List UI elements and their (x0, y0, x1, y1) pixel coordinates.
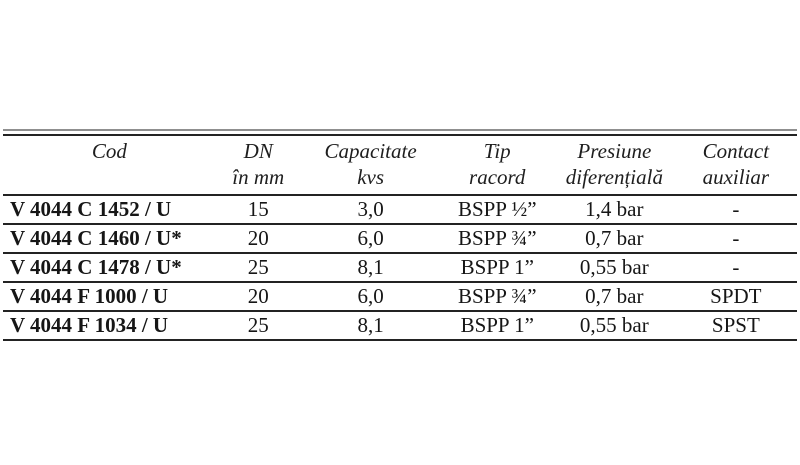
cell-tip-racord: BSPP ¾” (440, 282, 554, 312)
cell-capacitate: 8,1 (300, 253, 441, 283)
cell-capacitate: 8,1 (300, 311, 441, 341)
table-row: V 4044 F 1000 / U 20 6,0 BSPP ¾” 0,7 bar… (3, 282, 797, 312)
header-sublabel: kvs (357, 165, 385, 189)
header-sublabel: auxiliar (702, 165, 770, 189)
header-label: Presiune (577, 139, 652, 163)
header-row: Cod DN în mm Capacitate kvs Tip racord (3, 135, 797, 196)
header-sublabel (3, 164, 216, 190)
cell-tip-racord: BSPP 1” (440, 253, 554, 283)
header-sublabel: racord (469, 165, 526, 189)
cell-capacitate: 6,0 (300, 282, 441, 312)
cell-dn: 25 (215, 253, 301, 283)
cell-contact: - (674, 224, 797, 254)
column-header-cod: Cod (3, 135, 216, 196)
header-label: Contact (702, 139, 770, 163)
cell-tip-racord: BSPP 1” (440, 311, 554, 341)
table-row: V 4044 F 1034 / U 25 8,1 BSPP 1” 0,55 ba… (3, 311, 797, 341)
cell-tip-racord: BSPP ½” (440, 195, 554, 225)
valve-spec-table: Cod DN în mm Capacitate kvs Tip racord (3, 134, 797, 341)
header-sublabel: diferențială (565, 165, 663, 189)
cell-contact: SPST (674, 311, 797, 341)
cell-contact: - (674, 195, 797, 225)
table-row: V 4044 C 1478 / U* 25 8,1 BSPP 1” 0,55 b… (3, 253, 797, 283)
cell-tip-racord: BSPP ¾” (440, 224, 554, 254)
cell-dn: 20 (215, 282, 301, 312)
cell-presiune: 0,55 bar (554, 253, 675, 283)
cell-cod: V 4044 F 1000 / U (3, 282, 216, 312)
cell-cod: V 4044 F 1034 / U (3, 311, 216, 341)
cell-dn: 25 (215, 311, 301, 341)
cell-capacitate: 3,0 (300, 195, 441, 225)
header-sublabel: în mm (232, 165, 285, 189)
header-label: Tip (483, 139, 511, 163)
column-header-presiune: Presiune diferențială (554, 135, 675, 196)
cell-capacitate: 6,0 (300, 224, 441, 254)
cell-cod: V 4044 C 1452 / U (3, 195, 216, 225)
table-top-rule (3, 129, 797, 131)
column-header-tip-racord: Tip racord (440, 135, 554, 196)
header-label: Capacitate (324, 139, 417, 163)
spec-table-container: Cod DN în mm Capacitate kvs Tip racord (3, 129, 797, 341)
cell-presiune: 0,7 bar (554, 282, 675, 312)
cell-contact: - (674, 253, 797, 283)
cell-presiune: 0,55 bar (554, 311, 675, 341)
column-header-contact: Contact auxiliar (674, 135, 797, 196)
cell-dn: 20 (215, 224, 301, 254)
cell-presiune: 0,7 bar (554, 224, 675, 254)
header-label: Cod (91, 139, 127, 163)
column-header-dn: DN în mm (215, 135, 301, 196)
cell-cod: V 4044 C 1478 / U* (3, 253, 216, 283)
cell-presiune: 1,4 bar (554, 195, 675, 225)
column-header-capacitate: Capacitate kvs (300, 135, 441, 196)
table-row: V 4044 C 1460 / U* 20 6,0 BSPP ¾” 0,7 ba… (3, 224, 797, 254)
header-label: DN (243, 139, 273, 163)
cell-dn: 15 (215, 195, 301, 225)
cell-cod: V 4044 C 1460 / U* (3, 224, 216, 254)
table-row: V 4044 C 1452 / U 15 3,0 BSPP ½” 1,4 bar… (3, 195, 797, 225)
cell-contact: SPDT (674, 282, 797, 312)
